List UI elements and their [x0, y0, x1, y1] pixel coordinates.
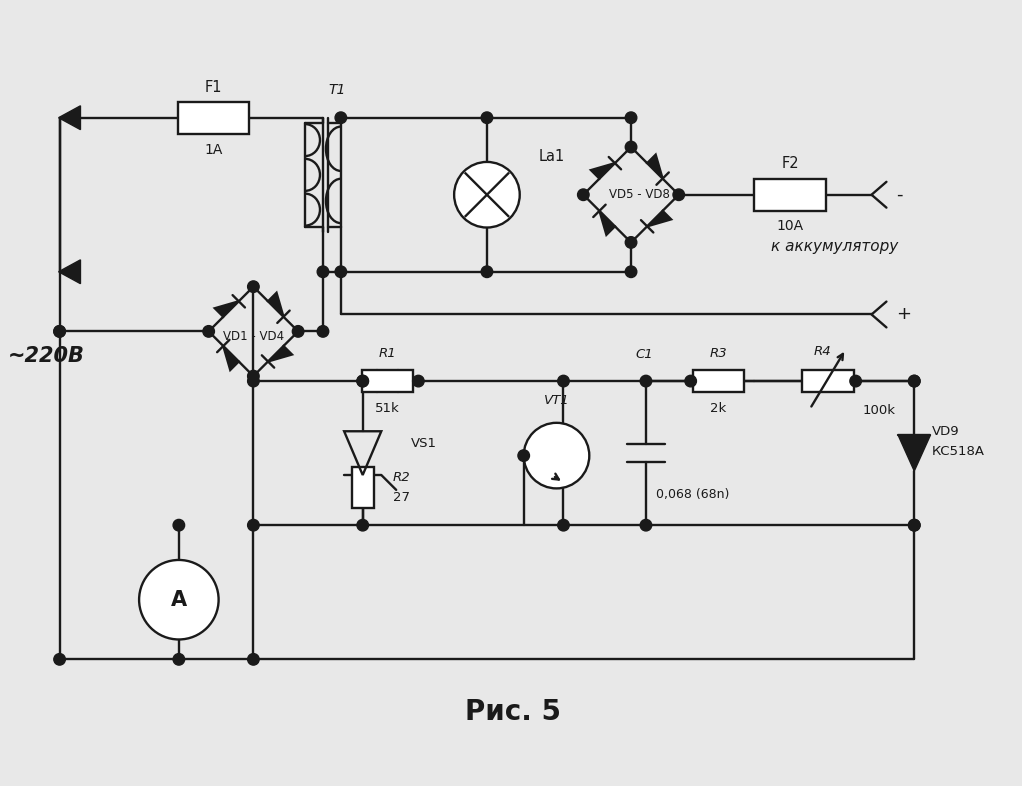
Text: A: A — [171, 590, 187, 610]
Text: R4: R4 — [815, 345, 832, 358]
Circle shape — [247, 370, 260, 382]
Text: КС518А: КС518А — [932, 445, 985, 457]
Circle shape — [454, 162, 520, 227]
Circle shape — [640, 375, 652, 387]
Circle shape — [357, 520, 369, 531]
Text: Рис. 5: Рис. 5 — [465, 698, 561, 726]
Circle shape — [640, 520, 652, 531]
Polygon shape — [647, 155, 662, 178]
Polygon shape — [58, 260, 81, 284]
Circle shape — [909, 520, 920, 531]
Circle shape — [625, 237, 637, 248]
Circle shape — [54, 654, 65, 665]
Text: C1: C1 — [635, 347, 653, 361]
Bar — [362, 370, 413, 392]
Text: 10A: 10A — [777, 219, 803, 233]
Text: 51k: 51k — [375, 402, 400, 416]
Circle shape — [335, 266, 346, 277]
Text: R1: R1 — [379, 347, 397, 360]
Text: VD9: VD9 — [932, 424, 960, 438]
Circle shape — [558, 375, 569, 387]
Circle shape — [247, 520, 260, 531]
Circle shape — [335, 112, 346, 123]
Text: к аккумулятору: к аккумулятору — [772, 239, 898, 254]
Circle shape — [909, 375, 920, 387]
Circle shape — [357, 375, 369, 387]
Text: F1: F1 — [204, 80, 223, 95]
Circle shape — [481, 266, 493, 277]
Text: VS1: VS1 — [411, 437, 436, 450]
Circle shape — [625, 112, 637, 123]
Circle shape — [247, 281, 260, 292]
Polygon shape — [215, 301, 239, 317]
Text: R2: R2 — [392, 471, 410, 484]
Circle shape — [523, 423, 590, 488]
Circle shape — [292, 325, 304, 337]
Circle shape — [317, 266, 329, 277]
Text: VD1 - VD4: VD1 - VD4 — [223, 330, 284, 343]
Circle shape — [625, 266, 637, 277]
Circle shape — [481, 112, 493, 123]
Circle shape — [173, 520, 185, 531]
Text: 0,068 (68n): 0,068 (68n) — [656, 488, 730, 501]
Polygon shape — [268, 293, 283, 317]
Polygon shape — [58, 106, 81, 130]
Text: F2: F2 — [781, 156, 799, 171]
Circle shape — [413, 375, 424, 387]
Bar — [352, 467, 374, 509]
Bar — [754, 179, 827, 211]
Circle shape — [909, 375, 920, 387]
Circle shape — [625, 141, 637, 152]
Circle shape — [672, 189, 685, 200]
Circle shape — [850, 375, 862, 387]
Circle shape — [54, 325, 65, 337]
Text: T1: T1 — [328, 83, 345, 97]
Text: 100k: 100k — [863, 404, 895, 417]
Text: R3: R3 — [709, 347, 728, 360]
Circle shape — [247, 375, 260, 387]
Circle shape — [558, 520, 569, 531]
Text: -: - — [896, 185, 902, 204]
Circle shape — [139, 560, 219, 640]
Text: 1A: 1A — [204, 142, 223, 156]
Polygon shape — [898, 435, 930, 471]
Text: 2k: 2k — [710, 402, 727, 416]
Circle shape — [909, 520, 920, 531]
Text: ~220В: ~220В — [8, 346, 85, 366]
Polygon shape — [591, 163, 615, 178]
Circle shape — [317, 325, 329, 337]
Circle shape — [54, 325, 65, 337]
Text: 27: 27 — [392, 490, 410, 504]
Polygon shape — [647, 211, 671, 226]
Circle shape — [173, 654, 185, 665]
Text: La1: La1 — [539, 149, 565, 164]
Circle shape — [685, 375, 696, 387]
Circle shape — [203, 325, 215, 337]
Circle shape — [247, 654, 260, 665]
Circle shape — [518, 450, 529, 461]
Polygon shape — [223, 346, 239, 370]
Bar — [178, 102, 249, 134]
Text: +: + — [896, 306, 912, 324]
Bar — [802, 370, 853, 392]
Polygon shape — [268, 346, 292, 362]
Polygon shape — [600, 211, 615, 235]
Text: VD5 - VD8: VD5 - VD8 — [608, 188, 669, 201]
Circle shape — [577, 189, 589, 200]
Circle shape — [357, 375, 369, 387]
Bar — [693, 370, 744, 392]
Text: VT1: VT1 — [544, 395, 569, 407]
